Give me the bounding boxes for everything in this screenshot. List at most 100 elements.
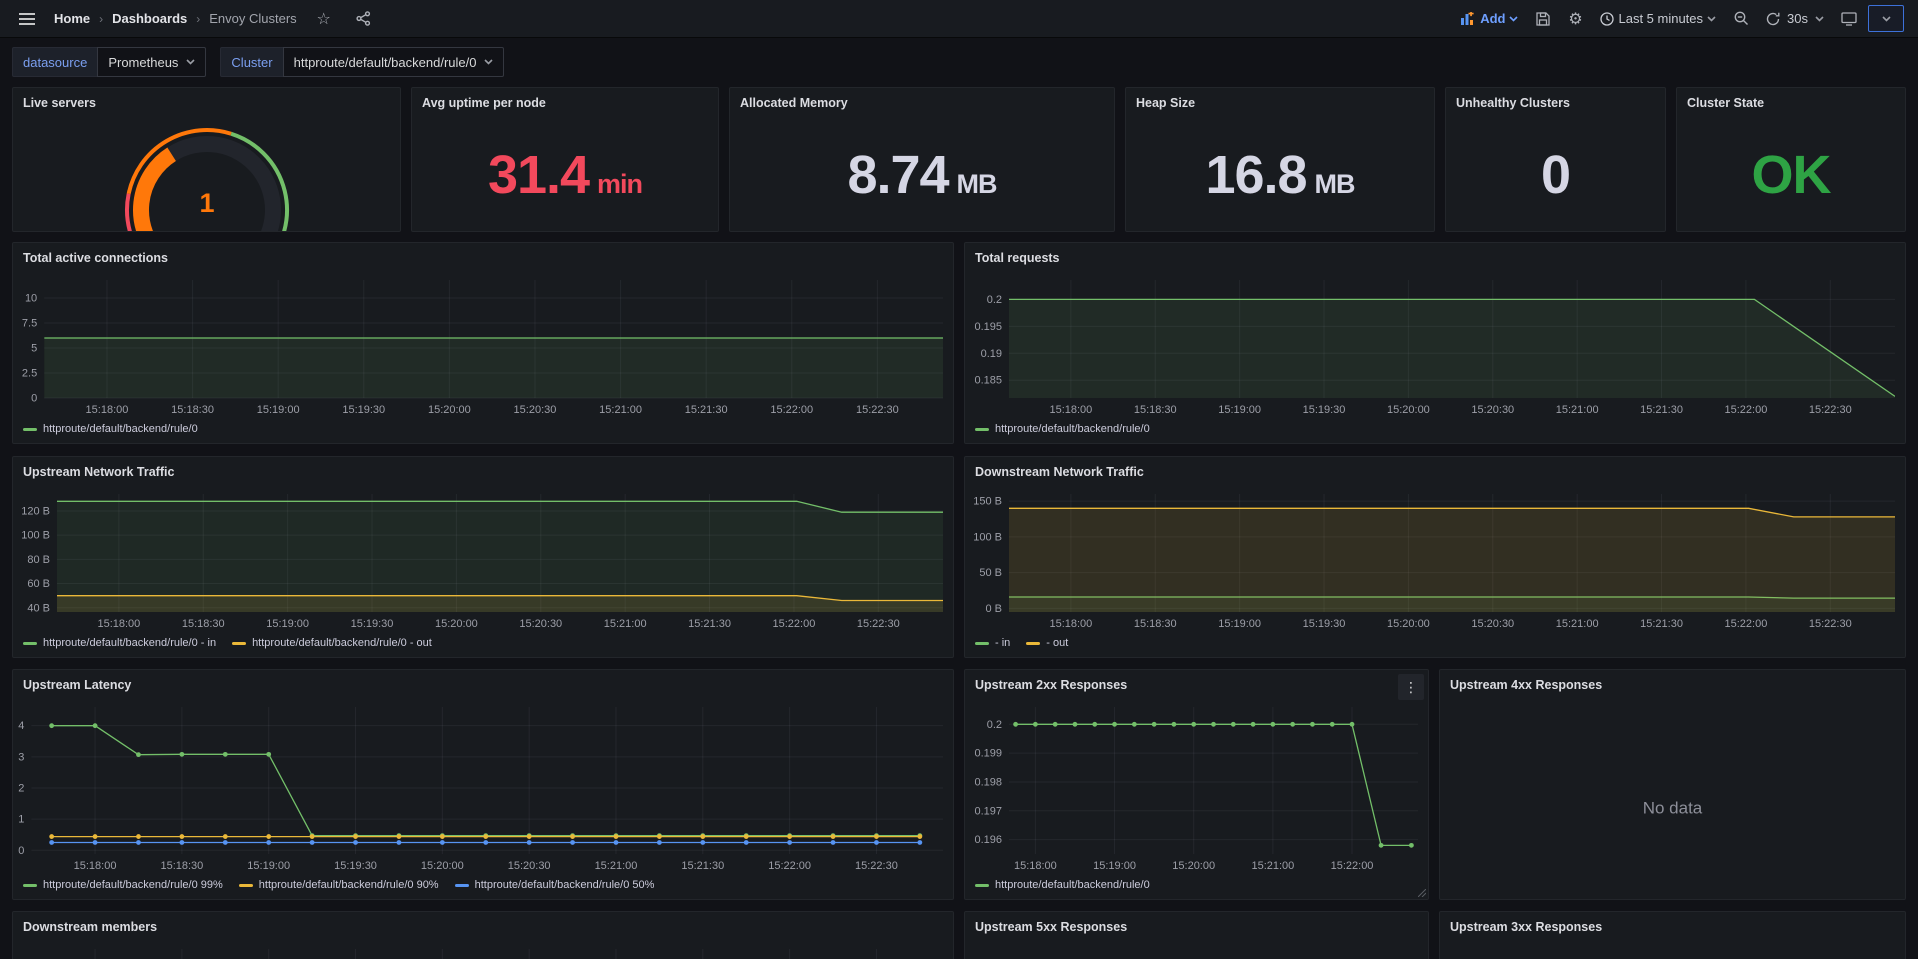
panel-title[interactable]: Upstream 3xx Responses <box>1450 920 1602 934</box>
chart-upstream-latency[interactable]: 0123415:18:0015:18:3015:19:0015:19:3015:… <box>13 700 953 875</box>
stat-value: 0 <box>1541 144 1570 206</box>
legend-swatch-icon <box>975 884 989 887</box>
svg-text:15:22:00: 15:22:00 <box>1331 860 1374 872</box>
settings-gear-icon[interactable]: ⚙ <box>1562 6 1588 32</box>
stat-value: OK <box>1752 144 1831 206</box>
svg-text:0.199: 0.199 <box>974 748 1002 760</box>
chart-downstream-network-traffic[interactable]: 0 B50 B100 B150 B15:18:0015:18:3015:19:0… <box>965 487 1905 633</box>
svg-text:100 B: 100 B <box>973 531 1002 543</box>
breadcrumb-current: Envoy Clusters <box>209 11 296 26</box>
refresh-picker[interactable]: 30s <box>1760 5 1830 33</box>
svg-text:15:21:00: 15:21:00 <box>595 860 638 872</box>
panel-total-requests: Total requests 0.1850.190.1950.215:18:00… <box>964 242 1906 444</box>
svg-text:15:18:30: 15:18:30 <box>171 404 214 416</box>
time-range-label: Last 5 minutes <box>1618 11 1703 26</box>
svg-text:15:21:30: 15:21:30 <box>1640 404 1683 416</box>
chart-legend: httproute/default/backend/rule/0 <box>13 419 953 443</box>
datasource-select[interactable]: Prometheus <box>97 47 206 77</box>
panel-title[interactable]: Avg uptime per node <box>422 96 546 110</box>
svg-text:15:19:00: 15:19:00 <box>257 404 300 416</box>
panel-title[interactable]: Live servers <box>23 96 96 110</box>
panel-title[interactable]: Upstream Network Traffic <box>23 465 174 479</box>
legend-item[interactable]: httproute/default/backend/rule/0 - out <box>232 637 432 649</box>
panel-title[interactable]: Downstream Network Traffic <box>975 465 1144 479</box>
panel-title[interactable]: Cluster State <box>1687 96 1764 110</box>
svg-text:120 B: 120 B <box>21 505 50 517</box>
panel-title[interactable]: Unhealthy Clusters <box>1456 96 1570 110</box>
svg-text:0.197: 0.197 <box>974 805 1002 817</box>
zoom-out-icon[interactable] <box>1728 6 1754 32</box>
legend-swatch-icon <box>975 428 989 431</box>
save-icon[interactable] <box>1530 6 1556 32</box>
svg-text:15:21:30: 15:21:30 <box>688 618 731 630</box>
svg-text:0.185: 0.185 <box>974 375 1002 387</box>
svg-text:0: 0 <box>18 845 24 857</box>
panel-cluster-state: Cluster State OK <box>1676 87 1906 232</box>
add-button[interactable]: Add <box>1455 5 1524 33</box>
panel-upstream-network-traffic: Upstream Network Traffic 40 B60 B80 B100… <box>12 456 954 658</box>
svg-text:15:21:00: 15:21:00 <box>1556 618 1599 630</box>
svg-text:15:22:00: 15:22:00 <box>1725 404 1768 416</box>
panel-title[interactable]: Total active connections <box>23 251 168 265</box>
panel-title[interactable]: Heap Size <box>1136 96 1195 110</box>
svg-text:15:22:00: 15:22:00 <box>768 860 811 872</box>
svg-text:0.19: 0.19 <box>981 348 1002 360</box>
panel-title[interactable]: Upstream 4xx Responses <box>1450 678 1602 692</box>
legend-item[interactable]: httproute/default/backend/rule/0 <box>23 423 198 435</box>
collapse-timepicker-button[interactable] <box>1868 5 1904 32</box>
panel-title[interactable]: Upstream 2xx Responses <box>975 678 1127 692</box>
svg-text:0 B: 0 B <box>985 603 1002 615</box>
panel-title[interactable]: Upstream Latency <box>23 678 131 692</box>
legend-item[interactable]: httproute/default/backend/rule/0 <box>975 879 1150 891</box>
panel-title[interactable]: Total requests <box>975 251 1060 265</box>
chevron-right-icon: › <box>99 12 103 26</box>
legend-item[interactable]: httproute/default/backend/rule/0 <box>975 423 1150 435</box>
svg-text:15:19:30: 15:19:30 <box>1303 618 1346 630</box>
svg-text:3: 3 <box>18 751 24 763</box>
chart-upstream-5xx[interactable] <box>965 942 1428 959</box>
panel-menu-kebab-icon[interactable]: ⋮ <box>1398 674 1424 700</box>
svg-text:15:20:00: 15:20:00 <box>428 404 471 416</box>
chart-upstream-2xx[interactable]: 0.1960.1970.1980.1990.215:18:0015:19:001… <box>965 700 1428 875</box>
legend-item[interactable]: httproute/default/backend/rule/0 99% <box>23 879 223 891</box>
legend-item[interactable]: httproute/default/backend/rule/0 90% <box>239 879 439 891</box>
variable-datasource: datasource Prometheus <box>12 47 206 77</box>
chart-upstream-4xx[interactable]: No data <box>1440 700 1905 899</box>
svg-text:15:20:30: 15:20:30 <box>514 404 557 416</box>
time-range-picker[interactable]: Last 5 minutes <box>1594 5 1722 33</box>
panel-avg-uptime: Avg uptime per node 31.4min <box>411 87 719 232</box>
svg-text:0.2: 0.2 <box>987 719 1002 731</box>
panel-title[interactable]: Allocated Memory <box>740 96 848 110</box>
menu-icon[interactable] <box>14 6 40 32</box>
svg-text:15:20:00: 15:20:00 <box>1387 618 1430 630</box>
panel-title[interactable]: Upstream 5xx Responses <box>975 920 1127 934</box>
top-nav: Home › Dashboards › Envoy Clusters ☆ Add <box>0 0 1918 38</box>
stat-value: 31.4min <box>488 144 642 206</box>
cluster-select[interactable]: httproute/default/backend/rule/0 <box>283 47 505 77</box>
chart-total-requests[interactable]: 0.1850.190.1950.215:18:0015:18:3015:19:0… <box>965 273 1905 419</box>
legend-item[interactable]: - out <box>1026 637 1068 649</box>
breadcrumb-home[interactable]: Home <box>54 11 90 26</box>
panel-title[interactable]: Downstream members <box>23 920 157 934</box>
clock-icon <box>1600 12 1614 26</box>
svg-text:15:22:30: 15:22:30 <box>1809 404 1852 416</box>
legend-swatch-icon <box>232 642 246 645</box>
chart-upstream-network-traffic[interactable]: 40 B60 B80 B100 B120 B15:18:0015:18:3015… <box>13 487 953 633</box>
share-icon[interactable] <box>351 6 377 32</box>
star-icon[interactable]: ☆ <box>311 6 337 32</box>
chevron-right-icon: › <box>196 12 200 26</box>
svg-text:15:19:30: 15:19:30 <box>342 404 385 416</box>
chart-downstream-members[interactable]: 215:18:0015:18:3015:19:0015:19:3015:20:0… <box>13 942 953 959</box>
breadcrumb-dashboards[interactable]: Dashboards <box>112 11 187 26</box>
panel-unhealthy-clusters: Unhealthy Clusters 0 <box>1445 87 1666 232</box>
legend-item[interactable]: httproute/default/backend/rule/0 - in <box>23 637 216 649</box>
chart-total-active-connections[interactable]: 02.557.51015:18:0015:18:3015:19:0015:19:… <box>13 273 953 419</box>
resize-handle-icon[interactable] <box>1418 889 1426 897</box>
datasource-label: datasource <box>12 47 97 77</box>
legend-item[interactable]: - in <box>975 637 1010 649</box>
kiosk-tv-icon[interactable] <box>1836 6 1862 32</box>
legend-item[interactable]: httproute/default/backend/rule/0 50% <box>455 879 655 891</box>
chart-upstream-3xx[interactable] <box>1440 942 1905 959</box>
svg-text:15:18:00: 15:18:00 <box>74 860 117 872</box>
legend-swatch-icon <box>975 642 989 645</box>
